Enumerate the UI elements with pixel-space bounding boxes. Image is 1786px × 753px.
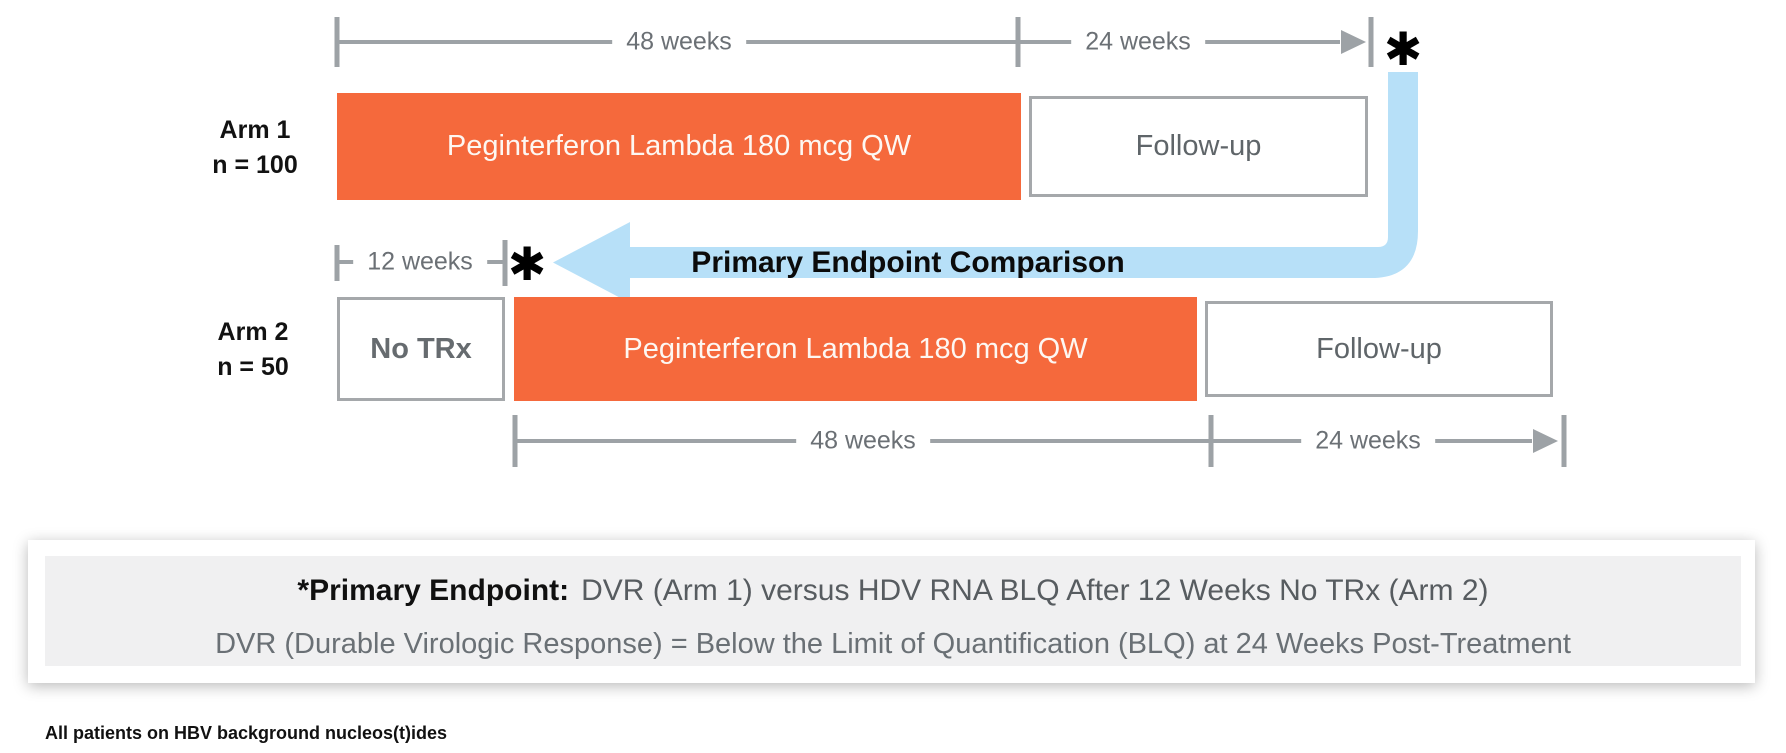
arm2-followup-duration-label: 24 weeks	[1301, 428, 1435, 454]
arm2-label: Arm 2 n = 50	[217, 315, 289, 385]
arm2-n: n = 50	[217, 353, 289, 381]
arm2-no-treatment-box: No TRx	[337, 297, 505, 401]
footnote-line1-heading: *Primary Endpoint:	[297, 574, 570, 607]
arm1-name: Arm 1	[219, 116, 291, 144]
arm2-treatment-duration-label: 48 weeks	[796, 428, 930, 454]
arm1-n: n = 100	[212, 151, 298, 179]
footnote-line-1: *Primary Endpoint: DVR (Arm 1) versus HDV…	[45, 574, 1741, 608]
arm1-treatment-box: Peginterferon Lambda 180 mcg QW	[337, 93, 1021, 200]
primary-endpoint-comparison-label: Primary Endpoint Comparison	[691, 246, 1125, 279]
arm1-followup-duration-label: 24 weeks	[1071, 29, 1205, 55]
arm2-name: Arm 2	[217, 318, 289, 346]
arm2-followup-box: Follow-up	[1205, 301, 1553, 397]
arm1-followup-box: Follow-up	[1029, 96, 1368, 197]
arm1-treatment-duration-label: 48 weeks	[612, 29, 746, 55]
arm2-treatment-box: Peginterferon Lambda 180 mcg QW	[514, 297, 1197, 401]
primary-endpoint-footnote-box: *Primary Endpoint: DVR (Arm 1) versus HDV…	[45, 556, 1741, 666]
arm1-label: Arm 1 n = 100	[212, 113, 297, 183]
primary-endpoint-asterisk-arm1: ✱	[1383, 22, 1423, 76]
primary-endpoint-asterisk-arm2: ✱	[507, 237, 547, 291]
arm1-timeline	[334, 17, 1374, 67]
footnote-line1-text: DVR (Arm 1) versus HDV RNA BLQ After 12 …	[581, 574, 1489, 607]
arm1-timeline-arrowhead	[1341, 30, 1366, 54]
hbv-background-note: All patients on HBV background nucleos(t…	[45, 723, 448, 743]
primary-endpoint-footnote-card: *Primary Endpoint: DVR (Arm 1) versus HDV…	[28, 540, 1755, 683]
arm2-no-treatment-duration-label: 12 weeks	[353, 249, 487, 275]
footnote-line-2: DVR (Durable Virologic Response) = Below…	[215, 628, 1571, 660]
arm2-timeline-arrowhead	[1533, 429, 1558, 453]
comparison-arrow-shape	[553, 72, 1418, 303]
